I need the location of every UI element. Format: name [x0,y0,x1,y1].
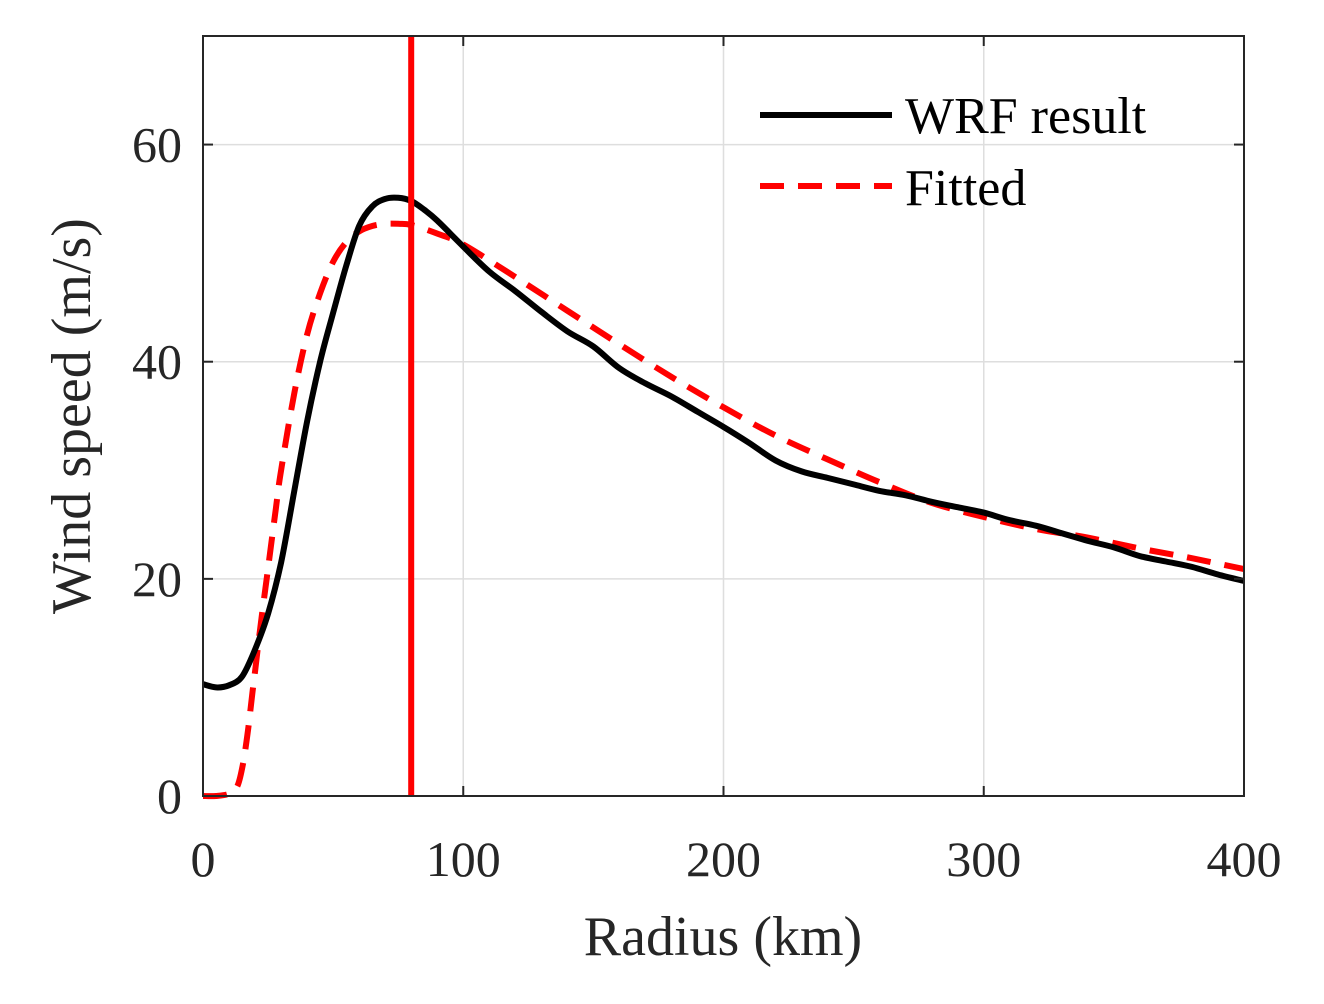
legend: WRF result Fitted [760,88,1147,217]
series-line-wrf-result [202,194,1245,691]
legend-label-fitted: Fitted [905,160,1026,217]
x-tick-label: 0 [191,831,216,887]
x-axis-title: Radius (km) [584,906,862,968]
plot-area [202,35,1245,800]
x-tick-label: 300 [946,831,1021,887]
x-tick-labels: 0 100 200 300 400 [191,831,1282,887]
y-tick-label: 0 [157,768,182,824]
series-layer [202,36,1245,800]
y-tick-label: 20 [132,551,182,607]
ticks [202,36,1245,797]
y-tick-label: 40 [132,334,182,390]
y-axis-title: Wind speed (m/s) [41,218,103,614]
y-tick-labels: 0 20 40 60 [132,117,182,824]
x-tick-label: 400 [1207,831,1282,887]
legend-label-wrf-result: WRF result [905,88,1147,145]
grid [203,36,1244,796]
x-tick-label: 200 [686,831,761,887]
x-tick-label: 100 [426,831,501,887]
y-tick-label: 60 [132,117,182,173]
